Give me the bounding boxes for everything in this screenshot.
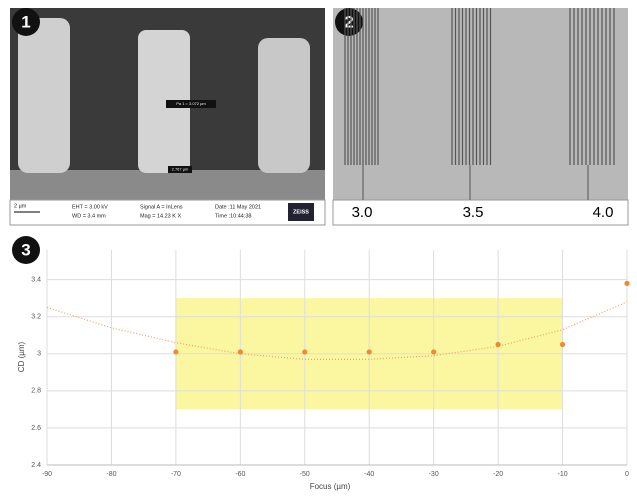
data-point	[560, 342, 565, 347]
panel-badge: 2	[344, 12, 353, 31]
x-tick-label: -60	[235, 471, 245, 478]
brand: ZEISS	[293, 209, 309, 215]
data-point	[496, 342, 501, 347]
data-point	[238, 349, 243, 354]
x-tick-label: -50	[300, 471, 310, 478]
pitch-label: 3.5	[463, 204, 484, 221]
y-tick-label: 3	[37, 351, 41, 358]
y-tick-label: 2.8	[31, 388, 41, 395]
x-tick-label: -40	[364, 471, 374, 478]
data-point	[173, 349, 178, 354]
y-axis-label: CD (µm)	[17, 341, 26, 372]
y-tick-label: 2.6	[31, 425, 41, 432]
data-point	[367, 349, 372, 354]
figure: Pa 1 = 3.072 µm 2.767 µm 2 µm EHT = 3.00…	[0, 0, 637, 493]
info-text: Time :10:44:38	[215, 213, 251, 219]
x-tick-label: -80	[106, 471, 116, 478]
measure-label: 2.767 µm	[172, 167, 189, 172]
sem-image-2: 3.0 3.5 4.0 2	[333, 8, 628, 225]
scale-label: 2 µm	[14, 203, 27, 209]
data-point	[431, 349, 436, 354]
x-tick-label: -10	[557, 471, 567, 478]
pitch-label: 3.0	[352, 204, 373, 221]
info-text: Date :11 May 2021	[215, 204, 261, 210]
sem-image-1: Pa 1 = 3.072 µm 2.767 µm 2 µm EHT = 3.00…	[10, 8, 325, 225]
y-tick-label: 2.4	[31, 462, 41, 469]
y-tick-label: 3.2	[31, 314, 41, 321]
x-axis-label: Focus (µm)	[310, 482, 351, 491]
pitch-label: 4.0	[593, 204, 614, 221]
panel-badge: 3	[21, 240, 30, 259]
data-point	[624, 281, 629, 286]
info-text: Signal A = InLens	[140, 204, 183, 210]
x-tick-label: -30	[429, 471, 439, 478]
data-point	[302, 349, 307, 354]
measure-label: Pa 1 = 3.072 µm	[176, 101, 206, 106]
info-text: EHT = 3.00 kV	[72, 204, 108, 210]
panel-badge: 1	[21, 12, 30, 31]
info-text: WD = 3.4 mm	[72, 213, 106, 219]
y-tick-label: 3.4	[31, 276, 41, 283]
info-text: Mag = 14.23 K X	[140, 213, 181, 219]
x-tick-label: -20	[493, 471, 503, 478]
x-tick-label: 0	[625, 471, 629, 478]
x-tick-label: -70	[171, 471, 181, 478]
x-tick-label: -90	[42, 471, 52, 478]
